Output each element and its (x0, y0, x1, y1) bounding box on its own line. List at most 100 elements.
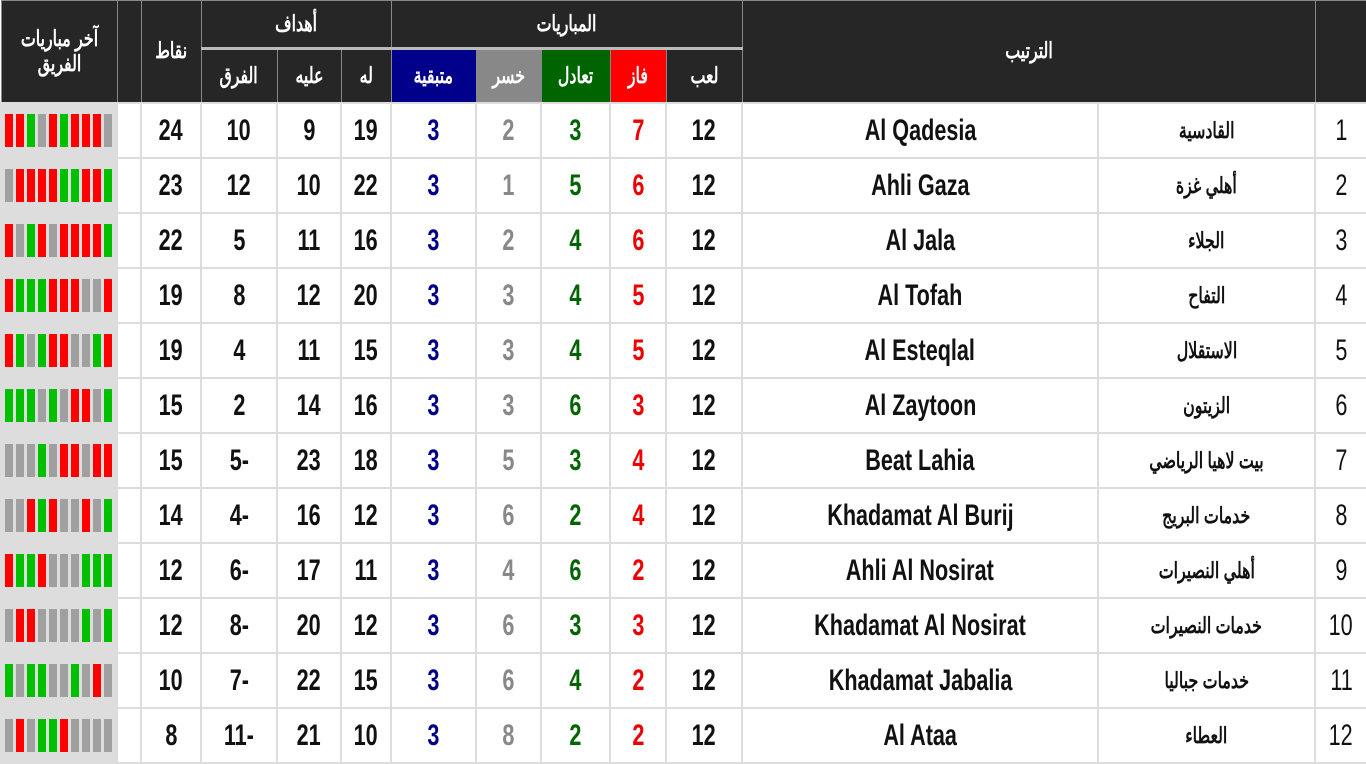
form-draw-bar (71, 664, 79, 697)
table-row[interactable]: 23 12 10 22 3 1 5 6 12 Ahli Gaza أهلي غزة 2 (0, 157, 1366, 214)
team-name-ar-text: الزيتون (1183, 392, 1231, 418)
remaining-cell-text: 3 (427, 498, 440, 532)
team-name-en[interactable]: Al Tofah (741, 267, 1100, 324)
table-row[interactable]: 15 5- 23 18 3 5 3 4 12 Beat Lahia بيت لاهيا الرياض… (0, 432, 1366, 489)
points-cell-text: 12 (158, 608, 184, 642)
form-loss-bar (60, 499, 68, 532)
goals-against-cell-text: 10 (296, 168, 322, 202)
table-row[interactable]: 10 7- 22 15 3 6 4 2 12 Khadamat Jabalia خدمات جبال… (0, 652, 1366, 709)
team-name-ar[interactable]: الزيتون (1097, 377, 1317, 434)
goals-for-cell: 12 (339, 597, 393, 654)
goals-against-cell: 10 (276, 157, 342, 214)
form-win-bar (5, 114, 13, 147)
lost-cell: 4 (475, 542, 543, 599)
goals-for-cell-text: 18 (354, 443, 379, 477)
team-name-en[interactable]: Al Esteqlal (741, 322, 1100, 379)
team-name-en[interactable]: Ahli Gaza (741, 157, 1100, 214)
remaining-cell-text: 3 (427, 388, 440, 422)
remaining-cell: 3 (390, 487, 478, 544)
table-row[interactable]: 12 8- 20 12 3 6 3 3 12 Khadamat Al Nosirat خدمات ا… (0, 597, 1366, 654)
table-row[interactable]: 24 10 9 19 3 2 3 7 12 Al Qadesia القادسية 1 (0, 102, 1366, 159)
remaining-cell: 3 (390, 267, 478, 324)
goals-against-cell: 23 (276, 432, 342, 489)
header-lost[interactable]: خسر (475, 47, 542, 104)
team-name-en[interactable]: Al Jala (741, 212, 1100, 269)
table-row[interactable]: 12 6- 17 11 3 4 6 2 12 Ahli Al Nosirat أهلي النصير… (0, 542, 1366, 599)
team-name-ar[interactable]: العطاء (1097, 707, 1317, 764)
team-name-ar[interactable]: خدمات جباليا (1097, 652, 1317, 709)
header-goals-against[interactable]: عليه (276, 47, 342, 104)
draw-cell: 4 (540, 322, 612, 379)
header-played[interactable]: لعب (665, 47, 743, 104)
team-name-ar[interactable]: خدمات النصيرات (1097, 597, 1317, 654)
header-goal-diff[interactable]: الفرق (200, 47, 278, 104)
team-name-ar[interactable]: الاستقلال (1097, 322, 1317, 379)
form-draw-bar (60, 114, 68, 147)
table-row[interactable]: 14 4- 16 12 3 6 2 4 12 Khadamat Al Burij خدمات الب… (0, 487, 1366, 544)
form-draw-bar (27, 114, 35, 147)
lost-cell: 1 (475, 157, 543, 214)
goals-against-cell-text: 11 (297, 223, 321, 257)
header-remaining[interactable]: متبقية (390, 47, 477, 104)
team-name-en[interactable]: Khadamat Jabalia (741, 652, 1100, 709)
form-draw-bar (93, 554, 101, 587)
header-draw[interactable]: تعادل (540, 47, 611, 104)
goals-for-cell: 19 (339, 102, 393, 159)
team-name-ar[interactable]: القادسية (1097, 102, 1317, 159)
points-cell: 23 (140, 157, 202, 214)
table-row[interactable]: 19 8 12 20 3 3 4 5 12 Al Tofah التفاح 4 (0, 267, 1366, 324)
team-name-ar[interactable]: خدمات البريج (1097, 487, 1317, 544)
played-cell: 12 (665, 432, 744, 489)
points-cell: 22 (140, 212, 202, 269)
header-goals-for[interactable]: له (340, 47, 392, 104)
form-loss-bar (60, 389, 68, 422)
form-loss-bar (38, 389, 46, 422)
draw-cell: 4 (540, 652, 612, 709)
table-row[interactable]: 22 5 11 16 3 2 4 6 12 Al Jala الجلاء 3 (0, 212, 1366, 269)
rank-cell: 10 (1314, 597, 1366, 654)
table-row[interactable]: 19 4 11 15 3 3 4 5 12 Al Esteqlal الاستقلال 5 (0, 322, 1366, 379)
team-name-en[interactable]: Khadamat Al Nosirat (741, 597, 1100, 654)
goal-diff-cell-text: 8 (232, 278, 246, 312)
form-win-bar (82, 224, 90, 257)
remaining-cell: 3 (390, 652, 478, 709)
goals-for-cell-text: 11 (354, 553, 378, 587)
form-loss-bar (16, 224, 24, 257)
team-name-ar[interactable]: الجلاء (1097, 212, 1317, 269)
team-name-ar[interactable]: بيت لاهيا الرياضي (1097, 432, 1317, 489)
goals-against-cell-text: 17 (296, 553, 322, 587)
header-goal-diff-label: الفرق (219, 62, 259, 88)
team-name-ar[interactable]: أهلي النصيرات (1097, 542, 1317, 599)
team-name-en[interactable]: Al Qadesia (741, 102, 1100, 159)
draw-cell: 5 (540, 157, 612, 214)
team-name-ar-text: خدمات جباليا (1164, 667, 1249, 693)
form-draw-bar (38, 499, 46, 532)
form-loss-bar (16, 499, 24, 532)
form-draw-bar (49, 389, 57, 422)
table-row[interactable]: 15 2 14 16 3 3 6 3 12 Al Zaytoon الزيتون 6 (0, 377, 1366, 434)
team-name-en[interactable]: Khadamat Al Burij (741, 487, 1100, 544)
won-cell-text: 5 (632, 278, 645, 312)
won-cell-text: 2 (632, 663, 645, 697)
points-cell-text: 23 (158, 168, 184, 202)
team-name-en-text: Al Qadesia (864, 113, 976, 147)
team-name-en[interactable]: Al Ataa (741, 707, 1100, 764)
form-cell (0, 707, 118, 764)
team-name-en[interactable]: Ahli Al Nosirat (741, 542, 1100, 599)
team-name-en-text: Beat Lahia (865, 443, 975, 477)
header-points[interactable]: نقاط (140, 0, 202, 104)
form-bars (5, 270, 115, 321)
team-name-en[interactable]: Al Zaytoon (741, 377, 1100, 434)
goals-against-cell-text: 11 (297, 333, 321, 367)
header-won[interactable]: فاز (609, 47, 667, 104)
team-name-ar[interactable]: التفاح (1097, 267, 1317, 324)
form-win-bar (93, 224, 101, 257)
draw-cell: 3 (540, 102, 612, 159)
team-name-ar[interactable]: أهلي غزة (1097, 157, 1317, 214)
team-name-ar-text: أهلي النصيرات (1158, 557, 1255, 583)
lost-cell: 3 (475, 322, 543, 379)
lost-cell-text: 3 (502, 333, 515, 367)
team-name-en-text: Al Tofah (877, 278, 963, 312)
team-name-en[interactable]: Beat Lahia (741, 432, 1100, 489)
table-row[interactable]: 8 11- 21 10 3 8 2 2 12 Al Ataa العطاء 12 (0, 707, 1366, 764)
